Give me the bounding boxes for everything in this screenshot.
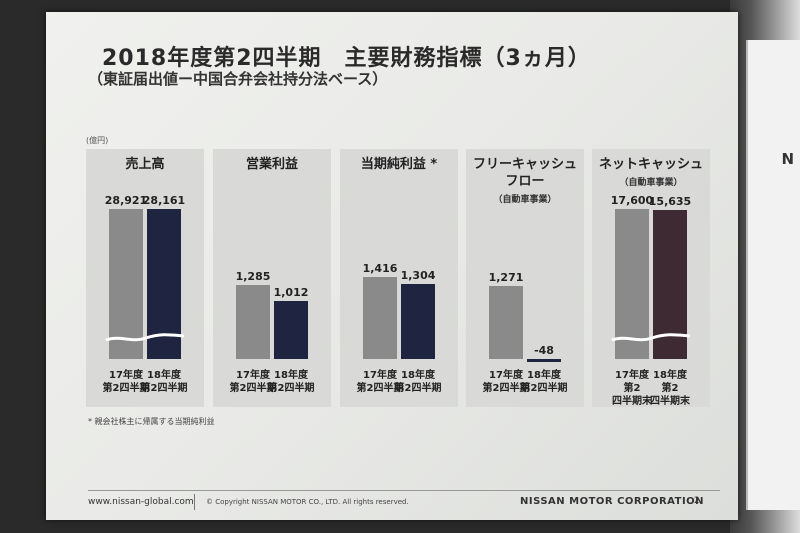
unit-label: (億円) [86, 136, 109, 145]
data-label: 15,635 [648, 195, 692, 209]
footer-url: www.nissan-global.com [88, 497, 194, 507]
chart-title: フリーキャッシュ フロー [472, 157, 577, 189]
footer-copyright: © Copyright NISSAN MOTOR CO., LTD. All r… [206, 498, 409, 506]
chart-title: 当期純利益 * [360, 157, 438, 172]
page-number: 2 [694, 496, 700, 506]
footer-divider [88, 490, 720, 491]
data-label: 28,161 [142, 194, 186, 208]
category-label: 17年度 第2四半期 [229, 370, 277, 394]
chart-title: 営業利益 [245, 157, 298, 172]
category-label: 18年度 第2四半期 [520, 370, 568, 394]
bar-fy17 [363, 277, 397, 359]
chart-panel-4: フリーキャッシュ フロー （自動車事業） 1,271 17年度 第2四半期 -48 18年度第… [466, 149, 584, 407]
footer-separator [194, 494, 195, 510]
axis-break-mark [611, 333, 691, 342]
data-label: 1,271 [488, 270, 524, 284]
footnote: * 親会社株主に帰属する当期純利益 [88, 417, 215, 426]
axis-break-mark [105, 333, 185, 342]
category-label: 17年度 第2 四半期末 [612, 370, 652, 407]
data-label: 1,416 [362, 262, 398, 276]
chart-subtitle: （自動車事業） [493, 195, 557, 205]
chart-panel-5: ネットキャッシュ （自動車事業） 17,600 17年度 第2 四半期末 15,635 18年… [592, 149, 710, 407]
bar-fy18 [274, 300, 308, 359]
wall-panel [746, 40, 800, 510]
data-label: 17,600 [610, 194, 654, 207]
category-label: 18年度 第2 四半期末 [650, 370, 690, 407]
bar-fy17 [615, 209, 649, 359]
category-label: 18年度 第2四半期 [394, 370, 442, 394]
projection-screen: 2018年度第2四半期 主要財務指標（3ヵ月） （東証届出値ー中国合弁会社持分法… [46, 12, 738, 520]
slide-title: 2018年度第2四半期 主要財務指標（3ヵ月） [102, 46, 591, 71]
chart-panel-2: 営業利益 1,285 17年度 第2四半期 1,012 18年度 第2四半期 [213, 149, 331, 407]
category-label: 17年度 第2四半期 [102, 370, 150, 394]
category-label: 17年度 第2四半期 [482, 370, 530, 394]
bar-fy17 [236, 284, 270, 359]
category-label: 18年度 第2四半期 [267, 370, 315, 394]
bar-fy18 [401, 283, 435, 359]
data-label: 1,304 [400, 268, 436, 282]
chart-panel-1: 売上高 28,921 17年度 第2四半期 28,161 18年度 第2四半期 [86, 149, 204, 407]
chart-panel-3: 当期純利益 * 1,416 17年度 第2四半期 1,304 18年度 第2四半期 [340, 149, 458, 407]
data-label: 1,285 [235, 269, 271, 283]
slide-subtitle: （東証届出値ー中国合弁会社持分法ベース） [88, 70, 388, 88]
room-wall: N [730, 0, 800, 533]
chart-title: ネットキャッシュ [598, 157, 703, 172]
bar-fy17 [109, 209, 143, 359]
footer-corporation: NISSAN MOTOR CORPORATION [520, 496, 705, 507]
data-label: -48 [534, 344, 554, 357]
chart-title: 売上高 [125, 157, 165, 172]
chart-subtitle: （自動車事業） [619, 178, 683, 188]
bar-fy17 [489, 285, 523, 359]
bar-fy18 [527, 359, 561, 362]
wall-sign-text: N [781, 150, 794, 168]
category-label: 18年度 第2四半期 [140, 370, 188, 394]
data-label: 1,012 [273, 285, 309, 299]
data-label: 28,921 [104, 194, 148, 207]
category-label: 17年度 第2四半期 [356, 370, 404, 394]
